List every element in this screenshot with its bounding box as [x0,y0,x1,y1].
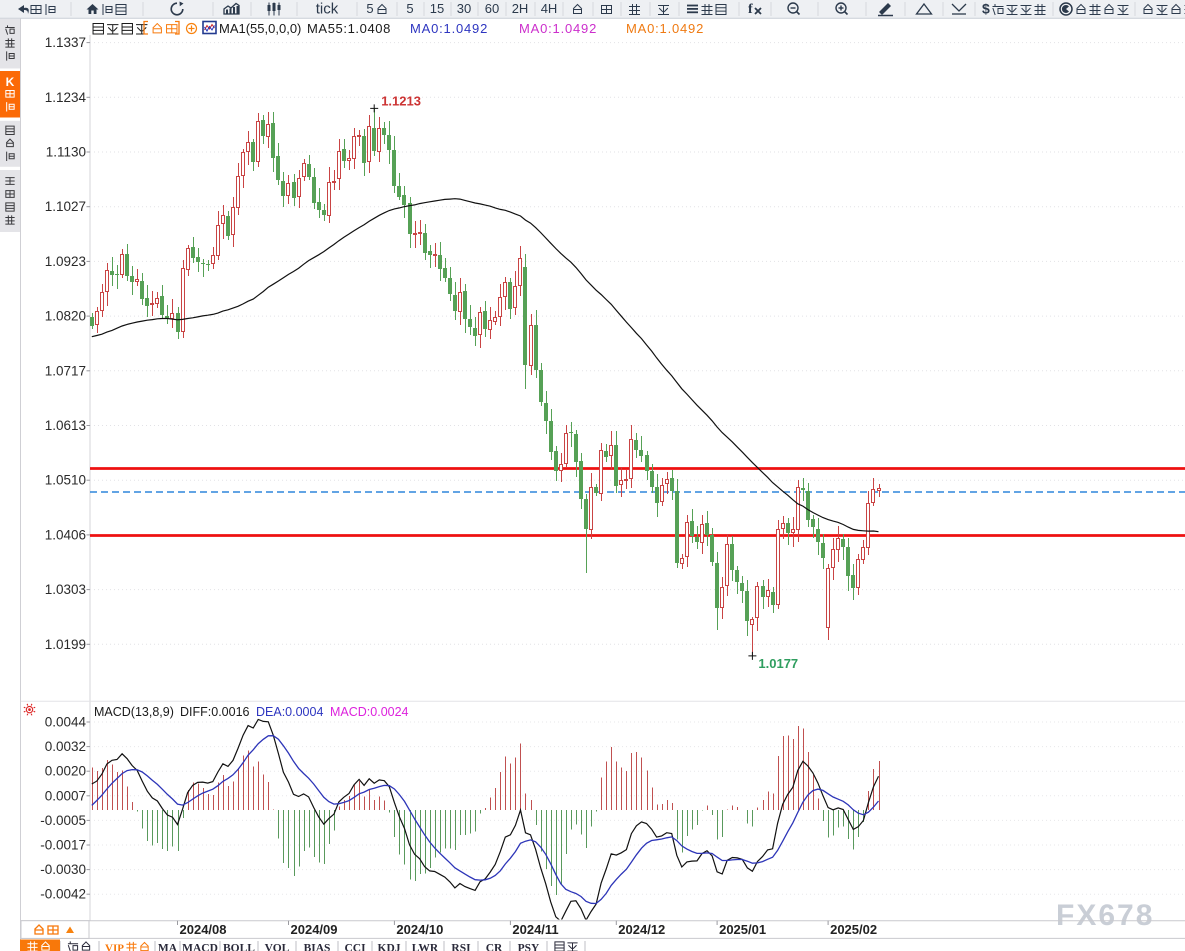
svg-text:1.1234: 1.1234 [45,90,87,105]
svg-text:2024/08: 2024/08 [180,922,227,937]
svg-text:2024/12: 2024/12 [618,922,665,937]
svg-text:CR: CR [486,943,503,951]
svg-text:DEA:0.0004: DEA:0.0004 [256,705,323,719]
svg-text:1.0510: 1.0510 [45,473,86,488]
svg-text:-0.0042: -0.0042 [40,887,86,902]
svg-text:BIAS: BIAS [304,943,331,951]
svg-text:MA0:1.0492: MA0:1.0492 [519,21,597,36]
svg-text:0.0044: 0.0044 [45,715,87,730]
svg-text:0.0020: 0.0020 [45,764,86,779]
svg-text:1.0613: 1.0613 [45,418,86,433]
svg-text:MA0:1.0492: MA0:1.0492 [410,21,488,36]
svg-text:5: 5 [366,1,373,16]
svg-text:VOL: VOL [265,943,290,951]
svg-text:2025/01: 2025/01 [719,922,766,937]
svg-text:PSY: PSY [518,943,540,951]
svg-text:2024/09: 2024/09 [291,922,338,937]
svg-text:1.0923: 1.0923 [45,254,86,269]
svg-text:MACD: MACD [182,943,218,951]
svg-text:0.0032: 0.0032 [45,739,86,754]
svg-text:2024/10: 2024/10 [396,922,443,937]
svg-text:1.0177: 1.0177 [758,656,798,671]
svg-text:$: $ [982,1,990,17]
svg-text:4H: 4H [541,1,558,16]
svg-text:MA55:1.0408: MA55:1.0408 [307,21,391,36]
svg-text:MACD(13,8,9): MACD(13,8,9) [94,705,174,719]
svg-text:2024/11: 2024/11 [512,922,558,937]
svg-text:2025/02: 2025/02 [830,922,877,937]
svg-text:DIFF:0.0016: DIFF:0.0016 [180,705,250,719]
svg-text:5: 5 [406,1,413,16]
svg-text:VIP: VIP [105,943,124,951]
svg-text:30: 30 [457,1,471,16]
svg-text:1.0820: 1.0820 [45,309,86,324]
svg-text:RSI: RSI [451,943,471,951]
svg-text:15: 15 [430,1,444,16]
svg-text:1.0717: 1.0717 [45,363,86,378]
svg-text:MA1(55,0,0,0): MA1(55,0,0,0) [219,21,301,36]
svg-text:1.0303: 1.0303 [45,582,86,597]
svg-text:f: f [748,2,753,17]
svg-text:-0.0030: -0.0030 [40,862,86,877]
svg-text:tick: tick [316,1,339,18]
svg-text:1.1130: 1.1130 [46,145,86,160]
svg-text:-0.0005: -0.0005 [40,813,86,828]
svg-text:60: 60 [485,1,499,16]
svg-text:1.1213: 1.1213 [381,93,421,108]
svg-text:0.0007: 0.0007 [45,788,86,803]
svg-text:-0.0017: -0.0017 [40,838,86,853]
svg-text:K: K [6,75,15,89]
svg-text:KDJ: KDJ [378,943,401,951]
svg-text:CCI: CCI [344,943,366,951]
svg-text:MACD:0.0024: MACD:0.0024 [330,705,409,719]
svg-text:1.0199: 1.0199 [45,637,86,652]
svg-text:MA: MA [158,943,178,951]
svg-text:2H: 2H [512,1,529,16]
svg-text:LWR: LWR [412,943,439,951]
svg-text:FX678: FX678 [1056,899,1154,932]
svg-text:1.1027: 1.1027 [45,199,86,214]
svg-text:MA0:1.0492: MA0:1.0492 [626,21,704,36]
svg-text:BOLL: BOLL [223,943,255,951]
svg-text:1.0406: 1.0406 [45,527,86,542]
svg-text:1.1337: 1.1337 [45,35,86,50]
